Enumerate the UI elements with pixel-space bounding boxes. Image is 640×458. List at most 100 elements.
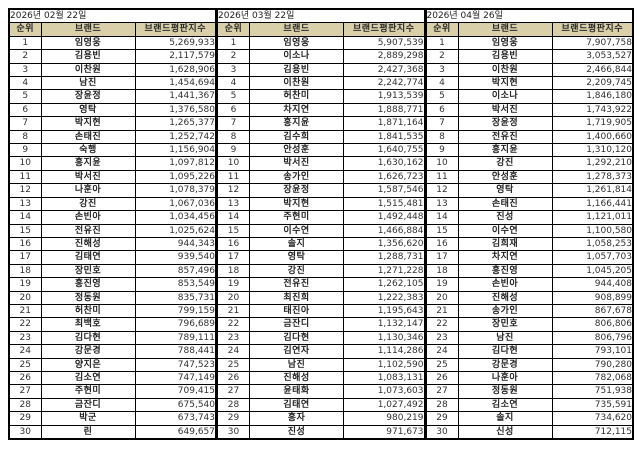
rank-cell: 5 xyxy=(8,89,42,104)
rank-cell: 21 xyxy=(8,303,42,319)
brand-cell: 임영웅 xyxy=(249,35,344,51)
table-row: 24 김다현 793,101 xyxy=(425,344,634,359)
index-cell: 1,034,456 xyxy=(134,210,217,225)
index-cell: 1,271,228 xyxy=(343,263,425,279)
rank-cell: 29 xyxy=(425,411,459,426)
index-cell: 1,466,884 xyxy=(343,223,425,238)
table-row: 13 강진 1,067,036 xyxy=(8,196,217,212)
index-cell: 1,057,703 xyxy=(551,250,634,265)
brand-cell: 김용빈 xyxy=(40,49,136,64)
brand-cell: 장윤정 xyxy=(457,116,553,131)
index-cell: 1,073,603 xyxy=(343,384,425,399)
table-row: 19 홍진영 853,549 xyxy=(8,277,217,292)
brand-cell: 이소나 xyxy=(457,89,553,104)
rank-cell: 20 xyxy=(217,290,250,305)
table-row: 12 장윤정 1,587,546 xyxy=(217,183,425,198)
table-row: 12 영탁 1,261,814 xyxy=(425,183,634,198)
rank-cell: 18 xyxy=(8,263,42,279)
index-cell: 793,101 xyxy=(551,344,634,359)
table-row: 22 최백호 796,689 xyxy=(8,317,217,332)
rank-cell: 30 xyxy=(217,424,250,440)
index-cell: 853,549 xyxy=(134,277,217,292)
brand-cell: 양지은 xyxy=(40,357,136,372)
index-cell: 1,078,379 xyxy=(134,183,217,198)
brand-cell: 최진희 xyxy=(249,290,344,305)
table-body: 1 임영웅 5,907,539 2 이소나 2,889,298 3 김용빈 2,427,368 4… xyxy=(217,35,425,440)
table-row: 4 남진 1,454,694 xyxy=(8,76,217,91)
index-cell: 939,540 xyxy=(134,250,217,265)
brand-cell: 태진아 xyxy=(249,303,344,319)
brand-header: 브랜드 xyxy=(40,22,136,37)
rank-cell: 6 xyxy=(425,102,459,118)
rank-cell: 11 xyxy=(425,169,459,185)
brand-cell: 홍진영 xyxy=(457,263,553,279)
brand-cell: 강진 xyxy=(457,156,553,171)
rank-cell: 7 xyxy=(425,116,459,131)
index-cell: 1,166,441 xyxy=(551,196,634,212)
rank-cell: 8 xyxy=(217,129,250,145)
index-cell: 1,743,922 xyxy=(551,102,634,118)
index-cell: 1,130,346 xyxy=(343,330,425,346)
table-row: 3 김용빈 2,427,368 xyxy=(217,62,425,78)
index-cell: 971,673 xyxy=(343,424,425,440)
rank-cell: 10 xyxy=(217,156,250,171)
rank-cell: 23 xyxy=(217,330,250,346)
brand-cell: 안성훈 xyxy=(249,143,344,158)
rank-cell: 28 xyxy=(8,397,42,413)
brand-cell: 남진 xyxy=(249,357,344,372)
index-cell: 1,292,210 xyxy=(551,156,634,171)
rank-cell: 4 xyxy=(8,76,42,91)
index-cell: 1,027,492 xyxy=(343,397,425,413)
index-cell: 5,269,933 xyxy=(134,35,217,51)
rank-cell: 20 xyxy=(8,290,42,305)
index-cell: 1,400,660 xyxy=(551,129,634,145)
index-cell: 1,121,011 xyxy=(551,210,634,225)
brand-cell: 김용빈 xyxy=(249,62,344,78)
rank-cell: 21 xyxy=(425,303,459,319)
brand-cell: 남진 xyxy=(457,330,553,346)
rank-cell: 24 xyxy=(425,344,459,359)
index-cell: 1,265,377 xyxy=(134,116,217,131)
table-row: 15 이수연 1,466,884 xyxy=(217,223,425,238)
rank-cell: 14 xyxy=(425,210,459,225)
table-row: 21 태진아 1,195,643 xyxy=(217,303,425,319)
rank-cell: 9 xyxy=(217,143,250,158)
index-cell: 790,280 xyxy=(551,357,634,372)
rank-cell: 17 xyxy=(217,250,250,265)
brand-cell: 송가인 xyxy=(249,169,344,185)
brand-cell: 주현미 xyxy=(40,384,136,399)
brand-cell: 남진 xyxy=(40,76,136,91)
index-cell: 2,466,844 xyxy=(551,62,634,78)
date-row: 2026년 04월 26일 xyxy=(425,8,634,24)
brand-cell: 영탁 xyxy=(457,183,553,198)
index-cell: 1,841,535 xyxy=(343,129,425,145)
index-cell: 835,731 xyxy=(134,290,217,305)
rank-cell: 6 xyxy=(8,102,42,118)
table-row: 16 진해성 944,343 xyxy=(8,236,217,252)
table-row: 1 임영웅 5,907,539 xyxy=(217,35,425,51)
rank-cell: 21 xyxy=(217,303,250,319)
brand-cell: 박서진 xyxy=(40,169,136,185)
index-cell: 1,626,723 xyxy=(343,169,425,185)
rank-cell: 2 xyxy=(8,49,42,64)
brand-cell: 장민호 xyxy=(40,263,136,279)
rank-header: 순위 xyxy=(8,22,42,37)
rank-cell: 25 xyxy=(217,357,250,372)
table-row: 25 남진 1,102,590 xyxy=(217,357,425,372)
index-cell: 1,102,590 xyxy=(343,357,425,372)
table-row: 2 김용빈 2,117,579 xyxy=(8,49,217,64)
rank-cell: 30 xyxy=(8,424,42,440)
rank-cell: 25 xyxy=(425,357,459,372)
table-row: 7 장윤정 1,719,905 xyxy=(425,116,634,131)
rank-cell: 8 xyxy=(8,129,42,145)
index-cell: 867,678 xyxy=(551,303,634,319)
brand-cell: 김소연 xyxy=(40,370,136,386)
rank-cell: 1 xyxy=(8,35,42,51)
brand-cell: 진해성 xyxy=(249,370,344,386)
index-header: 브랜드평판지수 xyxy=(134,22,217,37)
index-cell: 709,415 xyxy=(134,384,217,399)
index-cell: 751,938 xyxy=(551,384,634,399)
table-row: 26 진해성 1,083,131 xyxy=(217,370,425,386)
table-row: 26 나훈아 782,068 xyxy=(425,370,634,386)
rank-cell: 26 xyxy=(217,370,250,386)
